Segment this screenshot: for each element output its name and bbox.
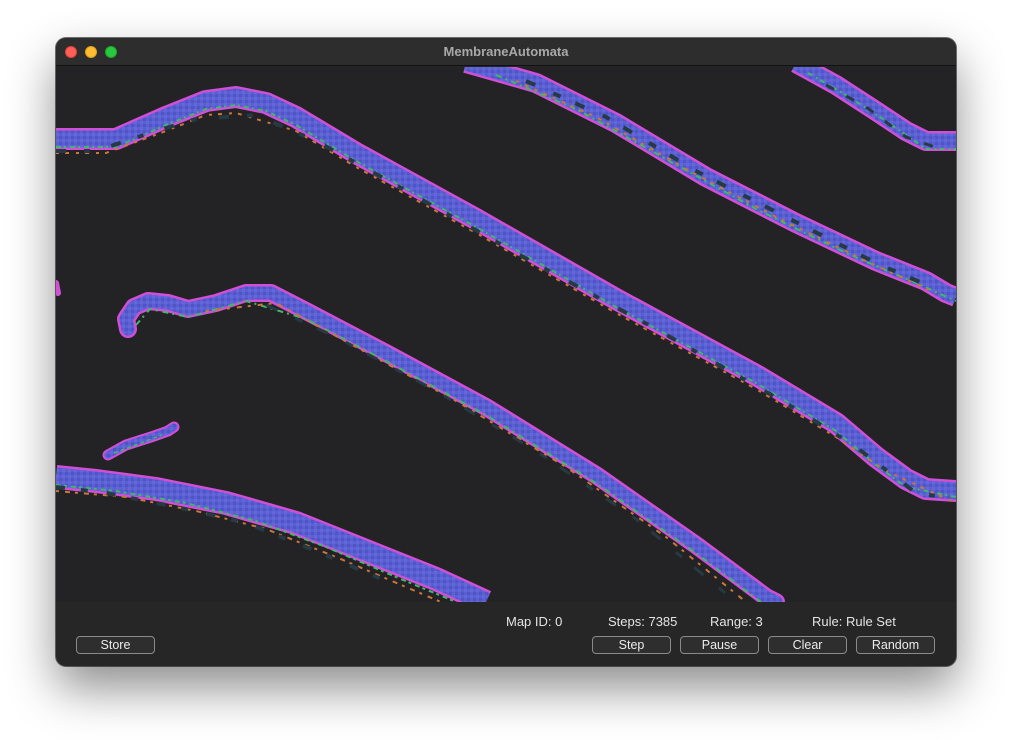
steps-label: Steps: 7385 xyxy=(608,614,678,629)
membrane-fragment xyxy=(56,280,61,296)
membrane-band xyxy=(56,86,956,504)
close-icon[interactable] xyxy=(65,46,77,58)
zoom-icon[interactable] xyxy=(105,46,117,58)
window-title: MembraneAutomata xyxy=(443,44,569,59)
rule-label: Rule: Rule Set xyxy=(812,614,896,629)
minimize-icon[interactable] xyxy=(85,46,97,58)
membrane-band xyxy=(56,465,492,602)
membrane-layer xyxy=(56,67,956,602)
simulation-canvas[interactable] xyxy=(56,67,956,602)
membrane-band xyxy=(791,67,956,153)
pause-button[interactable]: Pause xyxy=(680,636,759,654)
membrane-fragment xyxy=(102,421,180,461)
range-label: Range: 3 xyxy=(710,614,763,629)
title-bar[interactable]: MembraneAutomata xyxy=(56,38,956,66)
random-button[interactable]: Random xyxy=(856,636,935,654)
membrane-band xyxy=(117,284,785,602)
store-button[interactable]: Store xyxy=(76,636,155,654)
membrane-band xyxy=(463,67,956,307)
clear-button[interactable]: Clear xyxy=(768,636,847,654)
app-window: MembraneAutomata xyxy=(56,38,956,666)
map-id-label: Map ID: 0 xyxy=(506,614,563,629)
step-button[interactable]: Step xyxy=(592,636,671,654)
